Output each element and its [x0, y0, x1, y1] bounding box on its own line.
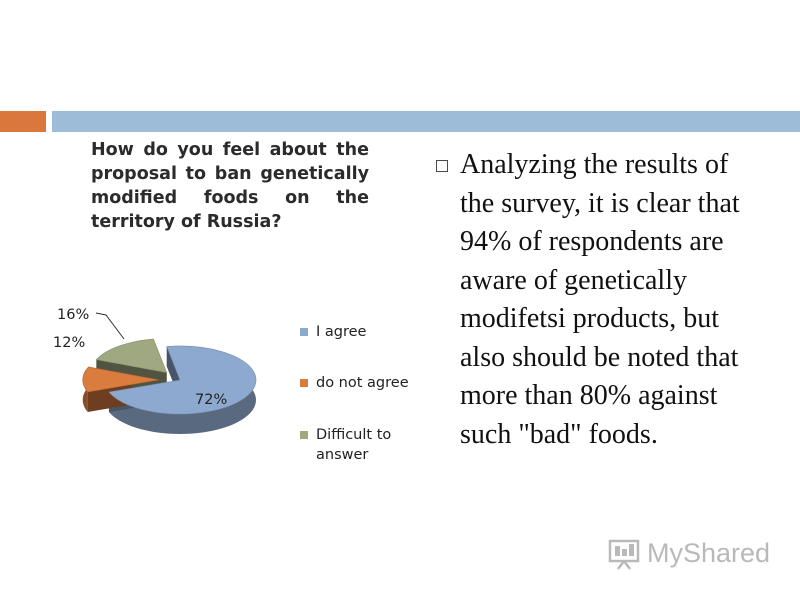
legend-label: Difficult to answer [316, 427, 392, 463]
header-accent-blue [52, 111, 800, 132]
leader-line [95, 312, 125, 340]
pie-slice-do-not-agree [82, 366, 159, 393]
data-label-difficult: 16% [57, 307, 89, 323]
body-paragraph: Analyzing the results of the survey, it … [460, 149, 740, 450]
legend-label: I agree [316, 324, 367, 340]
presentation-board-icon [608, 539, 640, 570]
legend-swatch [300, 379, 308, 387]
chart-title: How do you feel about the proposal to ba… [91, 140, 369, 232]
header-accent-orange [0, 111, 46, 132]
legend-label: do not agree [316, 375, 409, 391]
legend-swatch [300, 431, 308, 439]
data-label-agree: 72% [195, 392, 227, 408]
watermark-text: MyShared [647, 538, 771, 568]
legend-swatch [300, 328, 308, 336]
data-label-disagree: 12% [53, 335, 85, 351]
pie-slice-i-agree [108, 345, 257, 415]
pie-chart: 72% 12% 16% [53, 307, 257, 434]
watermark: MyShared [607, 536, 771, 572]
pie-slice-difficult-to-answer [95, 338, 168, 373]
bullet-square-icon [436, 160, 448, 172]
